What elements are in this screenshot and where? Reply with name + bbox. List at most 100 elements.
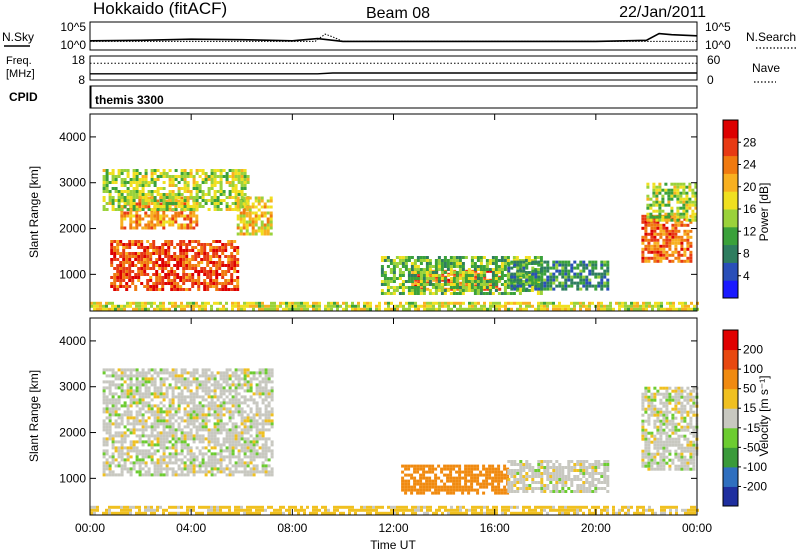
velocity-y-label: Slant Range [km] [27,370,41,462]
frequency-panel: Freq. [MHz] 18 8 60 0 Nave [6,53,780,87]
x-tick-label: 16:00 [480,521,510,535]
freq-right-tick-top: 60 [707,53,721,67]
noise-left-label: N.Sky [2,30,34,44]
beam-title: Beam 08 [366,5,430,22]
y-tick-label: 1000 [59,471,86,485]
colorbar-frame [722,329,739,507]
colorbar-swatch [723,226,738,246]
colorbar-swatch [723,262,738,281]
colorbar-swatch [723,369,738,390]
x-tick-label: 04:00 [176,521,206,535]
freq-left-tick-bottom: 8 [78,73,85,87]
date-title: 22/Jan/2011 [619,4,706,21]
y-tick-label: 4000 [59,334,86,348]
noise-left-tick-top: 10^5 [60,20,86,34]
noise-series [89,32,698,43]
y-tick-label: 4000 [59,130,86,144]
y-tick-label: 3000 [59,380,86,394]
noise-right-tick-bottom: 10^0 [705,38,731,52]
colorbar-swatch [723,330,738,351]
colorbar-swatch [723,209,738,228]
colorbar-swatch [723,447,738,468]
velocity-region-0 [102,368,274,477]
colorbar-swatch [723,280,738,299]
x-tick-label: 00:00 [75,521,105,535]
velocity-region-1 [401,464,510,495]
colorbar-swatch [723,408,738,429]
power-y-axis: 1000 2000 3000 4000 [59,130,697,281]
colorbar-tick-label: -15 [743,421,761,435]
colorbar-swatch [723,137,738,157]
colorbar-tick-label: 50 [743,382,757,396]
x-tick-label: 20:00 [581,521,611,535]
colorbar-swatch [723,388,738,409]
colorbar-tick-label: 15 [743,401,757,415]
x-tick-label: 08:00 [277,521,307,535]
power-region-8 [646,182,698,222]
y-tick-label: 2000 [59,222,86,236]
velocity-colorbar: -200 -100 -50 -15 15 50 100 200 [722,329,767,507]
y-tick-label: 3000 [59,176,86,190]
velocity-colorbar-label: Velocity [m s⁻¹] [757,375,771,456]
power-region-6 [507,260,610,291]
colorbar-tick-label: -200 [743,479,767,493]
noise-panel: N.Sky 10^5 10^0 10^5 10^0 N.Search [2,20,796,52]
power-data [90,169,699,311]
colorbar-tick-label: -100 [743,460,767,474]
colorbar-swatch [723,120,738,139]
colorbar-tick-label: 20 [743,180,757,194]
nave-label: Nave [752,61,780,75]
noise-line-0 [89,32,698,43]
noise-left-tick-bottom: 10^0 [60,38,86,52]
velocity-region-4 [90,505,699,515]
velocity-region-3 [641,386,699,471]
colorbar-tick-label: 4 [743,269,750,283]
colorbar-tick-label: 28 [743,135,757,149]
power-colorbar: 4 8 12 16 20 24 28 [722,119,757,299]
colorbar-tick-label: 100 [743,362,763,376]
power-x-ticks [89,114,698,311]
colorbar-swatch [723,349,738,370]
colorbar-tick-label: 200 [743,343,763,357]
power-y-label: Slant Range [km] [27,166,41,258]
colorbar-tick-label: 16 [743,202,757,216]
freq-left-label: Freq. [6,55,32,67]
station-title: Hokkaido (fitACF) [93,0,227,18]
y-tick-label: 1000 [59,267,86,281]
velocity-data [90,368,699,515]
freq-right-tick-bottom: 0 [707,73,714,87]
colorbar-swatch [723,486,738,507]
power-region-0 [110,240,240,291]
power-colorbar-label: Power [dB] [757,183,771,242]
x-tick-label: 12:00 [378,521,408,535]
colorbar-swatch [723,173,738,192]
power-region-9 [90,301,699,311]
cpid-label: CPID [9,90,38,104]
x-tick-label: 00:00 [682,521,712,535]
power-region-3 [236,196,273,236]
cpid-entry: themis 3300 [95,93,164,107]
freq-left-tick-top: 18 [72,53,86,67]
power-panel: 1000 2000 3000 4000 Slant Range [km] 4 8 12 16… [27,113,771,312]
colorbar-swatch [723,427,738,448]
y-tick-label: 2000 [59,426,86,440]
colorbar-tick-label: 12 [743,224,757,238]
x-axis-label: Time UT [370,538,416,552]
frequency-series [90,62,697,75]
colorbar-tick-label: 8 [743,247,750,261]
colorbar-swatch [723,191,738,210]
noise-right-label: N.Search [746,30,796,44]
power-region-2 [102,169,250,211]
colorbar-swatch [723,244,738,263]
freq-unit-label: [MHz] [6,68,35,80]
noise-line-1 [90,33,697,42]
velocity-x-axis: 00:00 04:00 08:00 12:00 16:00 20:00 00:00 [75,318,712,535]
colorbar-tick-label: 24 [743,158,757,172]
colorbar-swatch [723,466,738,487]
velocity-region-2 [507,460,610,493]
noise-right-tick-top: 10^5 [705,20,731,34]
colorbar-swatch [723,155,738,174]
velocity-y-axis: 1000 2000 3000 4000 [59,334,697,485]
power-region-7 [641,214,693,263]
